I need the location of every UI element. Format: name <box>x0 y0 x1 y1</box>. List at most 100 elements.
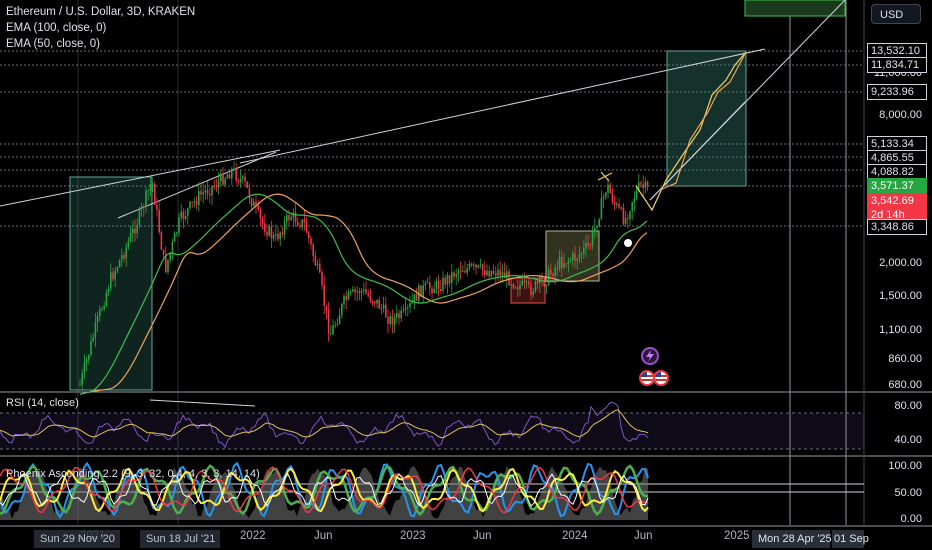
time-axis-label: 2023 <box>400 530 426 542</box>
price-box: 9,233.96 <box>867 84 927 100</box>
candle <box>550 269 552 275</box>
candle <box>323 285 325 306</box>
candle <box>268 226 270 236</box>
candle <box>286 215 288 222</box>
candle <box>444 277 446 285</box>
candle <box>455 274 457 277</box>
candle <box>620 207 622 209</box>
candle <box>446 275 449 285</box>
candle <box>369 295 372 301</box>
currency-button[interactable]: USD <box>871 4 921 24</box>
candle <box>308 232 310 239</box>
time-axis-label: 2025 <box>724 530 750 542</box>
candle <box>600 198 603 220</box>
price-axis-label: 1,500.00 <box>879 290 922 302</box>
ema-100-legend[interactable]: EMA (100, close, 0) <box>6 22 107 34</box>
lightning-event-icon[interactable] <box>641 347 659 365</box>
candle <box>294 212 297 223</box>
candle <box>288 215 290 221</box>
candle <box>596 226 598 228</box>
candle <box>107 288 110 293</box>
candle <box>257 205 259 210</box>
candle <box>129 233 132 242</box>
candle <box>160 232 163 250</box>
time-axis-label: Jun <box>473 530 492 542</box>
candle <box>94 322 97 338</box>
candle <box>200 191 202 195</box>
us-flag-event-icon[interactable] <box>653 370 669 386</box>
candle <box>442 277 444 291</box>
candle <box>347 291 350 300</box>
price-box: 11,834.71 <box>867 57 927 73</box>
candle <box>440 288 442 291</box>
osc-fast-line <box>0 461 649 519</box>
candle <box>380 308 383 310</box>
rsi-ma-line <box>0 409 649 439</box>
price-box: 4,865.55 <box>867 150 927 166</box>
candle <box>354 289 356 293</box>
candle <box>627 217 629 219</box>
symbol-legend[interactable]: Ethereum / U.S. Dollar, 3D, KRAKEN <box>6 6 196 18</box>
candle <box>418 285 420 301</box>
candle <box>222 173 224 185</box>
candle <box>184 216 187 220</box>
ema-50-legend[interactable]: EMA (50, close, 0) <box>6 38 100 50</box>
price-axis-label: 2,000.00 <box>879 257 922 269</box>
osc-axis-label: 50.00 <box>894 487 922 499</box>
candle <box>545 284 548 286</box>
candle <box>468 264 471 269</box>
candle <box>297 222 299 226</box>
candle <box>613 202 616 205</box>
candle <box>209 193 211 196</box>
candle <box>154 183 156 205</box>
candle <box>239 178 242 183</box>
candle <box>165 254 167 272</box>
candle <box>167 259 169 272</box>
price-axis-label: 1,100.00 <box>879 324 922 336</box>
candle <box>602 196 605 199</box>
candle <box>400 310 402 319</box>
candle <box>589 245 592 247</box>
candle <box>103 306 105 310</box>
candle <box>486 270 488 276</box>
candle <box>448 275 451 284</box>
ema-100-line <box>79 193 648 395</box>
rsi-axis-label: 80.00 <box>894 400 922 412</box>
candle <box>495 273 497 276</box>
candle <box>404 307 407 310</box>
candle <box>145 190 147 208</box>
rsi-pane-label[interactable]: RSI (14, close) <box>6 397 79 409</box>
candle <box>374 301 376 304</box>
candle <box>569 260 572 262</box>
candle <box>330 334 332 336</box>
candle <box>143 206 145 208</box>
osc-pane-label[interactable]: Phoenix Ascending 2.2 (9, 3, 32, 0.4, 4,… <box>6 468 260 480</box>
candle <box>220 173 222 182</box>
candle <box>301 219 303 228</box>
candle <box>514 287 517 289</box>
rsi-line <box>0 401 649 449</box>
price-axis-label: 860.00 <box>888 353 922 365</box>
candle <box>576 258 578 261</box>
candle <box>266 231 268 236</box>
candle <box>451 272 453 284</box>
candle <box>118 260 121 268</box>
candle <box>638 182 640 190</box>
candle <box>499 269 501 276</box>
price-box-current: 3,571.37 <box>867 178 927 194</box>
candle <box>396 313 398 318</box>
candle <box>132 228 134 234</box>
candle <box>356 291 358 293</box>
candle <box>206 190 209 194</box>
candle <box>363 289 365 291</box>
candle <box>250 198 253 207</box>
candle <box>270 226 273 239</box>
candle <box>204 190 207 193</box>
candle <box>198 191 200 205</box>
candle <box>598 219 600 227</box>
candle <box>585 242 587 248</box>
candle <box>235 168 237 181</box>
candle <box>501 272 504 276</box>
